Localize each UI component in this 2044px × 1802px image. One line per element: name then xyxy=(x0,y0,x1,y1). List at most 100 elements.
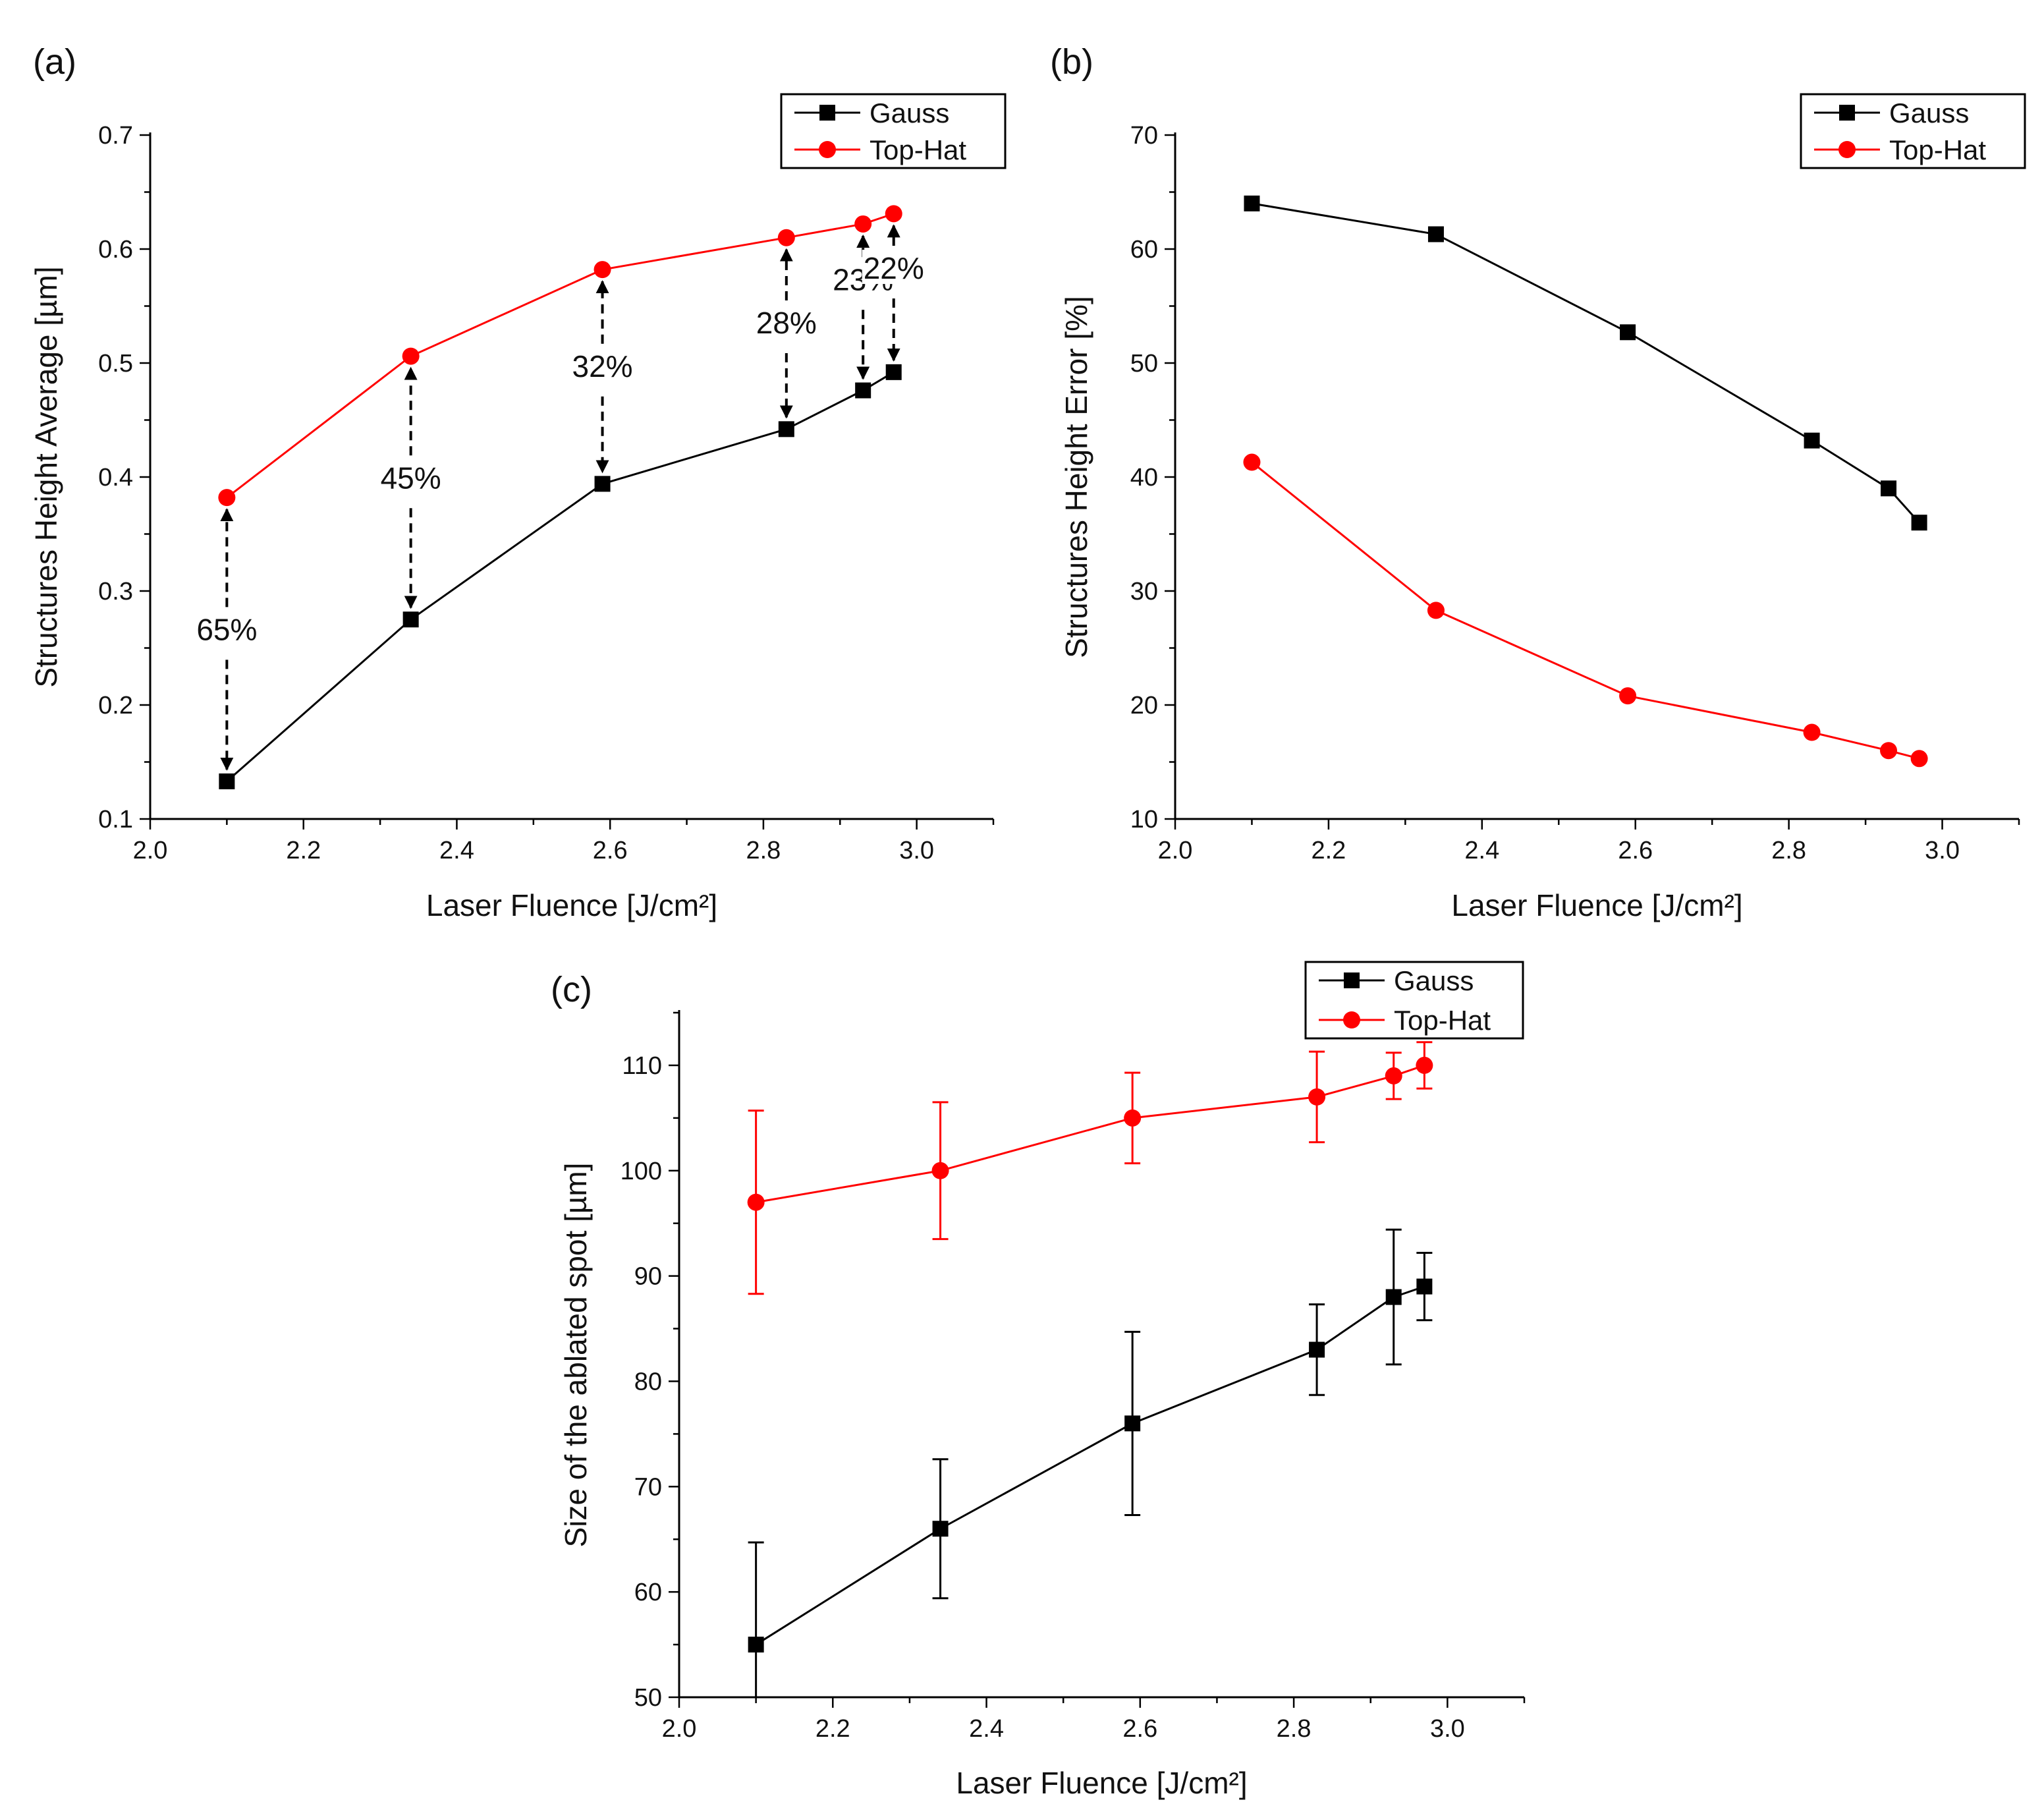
legend-marker xyxy=(819,141,836,158)
y-tick-label: 60 xyxy=(634,1579,662,1606)
series-gauss xyxy=(748,1228,1433,1697)
y-axis-title: Structures Height Average [µm] xyxy=(29,266,63,687)
y-tick-label: 0.2 xyxy=(98,692,133,719)
series-line xyxy=(226,212,895,499)
x-tick-label: 2.6 xyxy=(1122,1715,1157,1743)
annotation-label-bg xyxy=(379,459,443,494)
y-tick-label: 90 xyxy=(634,1263,662,1291)
x-tick-label: 2.0 xyxy=(662,1715,697,1743)
legend-label: Top-Hat xyxy=(1889,134,1986,165)
series-top-hat xyxy=(747,1041,1433,1295)
legend-box xyxy=(780,93,1007,169)
legend-label: Gauss xyxy=(870,98,949,128)
x-axis-title: Laser Fluence [J/cm²] xyxy=(426,888,717,922)
data-point xyxy=(594,261,611,279)
y-tick-label: 30 xyxy=(1130,578,1158,605)
annotation-label-bg xyxy=(862,249,925,284)
data-point xyxy=(1244,195,1260,211)
y-axis-title: Structures Height Error [%] xyxy=(1059,296,1093,658)
legend: Gauss Top-Hat xyxy=(780,93,1007,169)
x-tick-label: 2.8 xyxy=(1771,837,1806,864)
data-point xyxy=(747,1193,765,1211)
annotation-label: 28% xyxy=(756,306,817,340)
legend-box xyxy=(1304,961,1524,1040)
y-tick-label: 0.7 xyxy=(98,122,133,150)
data-point xyxy=(885,205,902,223)
x-axis-title: Laser Fluence [J/cm²] xyxy=(1451,888,1742,922)
legend-marker xyxy=(1839,105,1855,121)
y-tick-label: 0.3 xyxy=(98,578,133,605)
series-top-hat xyxy=(1243,453,1928,768)
y-tick-label: 0.4 xyxy=(98,464,133,492)
data-point xyxy=(1427,602,1445,619)
data-point xyxy=(1416,1056,1433,1074)
data-point xyxy=(1416,1278,1433,1295)
x-tick-label: 2.4 xyxy=(1464,837,1499,864)
data-point xyxy=(402,611,419,628)
data-point xyxy=(1308,1088,1326,1106)
data-point xyxy=(1124,1415,1141,1432)
x-tick-label: 3.0 xyxy=(1925,837,1960,864)
x-tick-label: 2.6 xyxy=(593,837,628,864)
x-tick-label: 3.0 xyxy=(1430,1715,1465,1743)
x-tick-label: 2.8 xyxy=(1277,1715,1312,1743)
series-line xyxy=(1251,461,1920,760)
data-point xyxy=(1309,1341,1325,1358)
data-point xyxy=(1880,742,1898,760)
data-point xyxy=(932,1521,949,1537)
data-point xyxy=(1619,687,1637,705)
y-tick-label: 70 xyxy=(1130,122,1158,150)
x-tick-label: 2.0 xyxy=(133,837,168,864)
series-line xyxy=(755,1285,1425,1646)
legend-box xyxy=(1800,93,2026,169)
y-axis-title: Size of the ablated spot [µm] xyxy=(559,1163,593,1548)
x-axis-title: Laser Fluence [J/cm²] xyxy=(956,1766,1247,1800)
legend-label: Gauss xyxy=(1394,965,1474,996)
y-tick-label: 0.6 xyxy=(98,236,133,264)
data-point xyxy=(1385,1067,1402,1084)
legend-marker xyxy=(1838,141,1856,158)
data-point xyxy=(854,215,872,233)
y-tick-label: 50 xyxy=(634,1684,662,1712)
data-point xyxy=(219,773,235,789)
x-tick-label: 2.2 xyxy=(286,837,321,864)
data-point xyxy=(1124,1109,1142,1127)
data-point xyxy=(1620,324,1636,341)
y-tick-label: 60 xyxy=(1130,236,1158,264)
panel-label: (c) xyxy=(551,970,592,1009)
legend-marker xyxy=(1344,972,1360,988)
x-tick-label: 2.8 xyxy=(746,837,781,864)
data-point xyxy=(1427,226,1444,242)
series-line xyxy=(756,1064,1425,1204)
y-tick-label: 50 xyxy=(1130,350,1158,378)
x-tick-label: 2.2 xyxy=(815,1715,850,1743)
data-point xyxy=(1911,515,1927,531)
series-gauss xyxy=(219,364,902,789)
legend-label: Top-Hat xyxy=(1394,1005,1491,1036)
y-tick-label: 100 xyxy=(621,1158,662,1185)
annotation-label: 22% xyxy=(864,251,924,285)
chart-panel-c: 2.0 2.2 2.4 2.6 2.8 3.0 50 60 70 80 90 100 110 Laser … xyxy=(551,961,1526,1800)
legend: Gauss Top-Hat xyxy=(1304,961,1524,1040)
data-point xyxy=(1804,432,1820,449)
annotation-label: 45% xyxy=(381,461,441,495)
panel-label: (a) xyxy=(33,42,76,82)
x-tick-label: 2.2 xyxy=(1311,837,1346,864)
legend-marker xyxy=(1343,1011,1360,1028)
annotation-label: 65% xyxy=(196,612,257,646)
y-tick-label: 20 xyxy=(1130,692,1158,719)
chart-panel-b: 2.0 2.2 2.4 2.6 2.8 3.0 10 20 30 40 50 60 70 Laser Fl… xyxy=(1050,42,2026,922)
y-tick-label: 0.5 xyxy=(98,350,133,378)
x-tick-label: 2.4 xyxy=(439,837,474,864)
data-point xyxy=(931,1162,949,1179)
legend-label: Top-Hat xyxy=(870,134,966,165)
annotation-label: 32% xyxy=(572,349,633,383)
legend-label: Gauss xyxy=(1889,98,1969,128)
data-point xyxy=(748,1637,764,1653)
data-point xyxy=(594,476,611,492)
y-tick-label: 110 xyxy=(622,1052,662,1080)
data-point xyxy=(1243,453,1261,471)
y-tick-label: 70 xyxy=(634,1473,662,1501)
data-point xyxy=(777,229,795,246)
annotation-label-bg xyxy=(570,347,634,382)
